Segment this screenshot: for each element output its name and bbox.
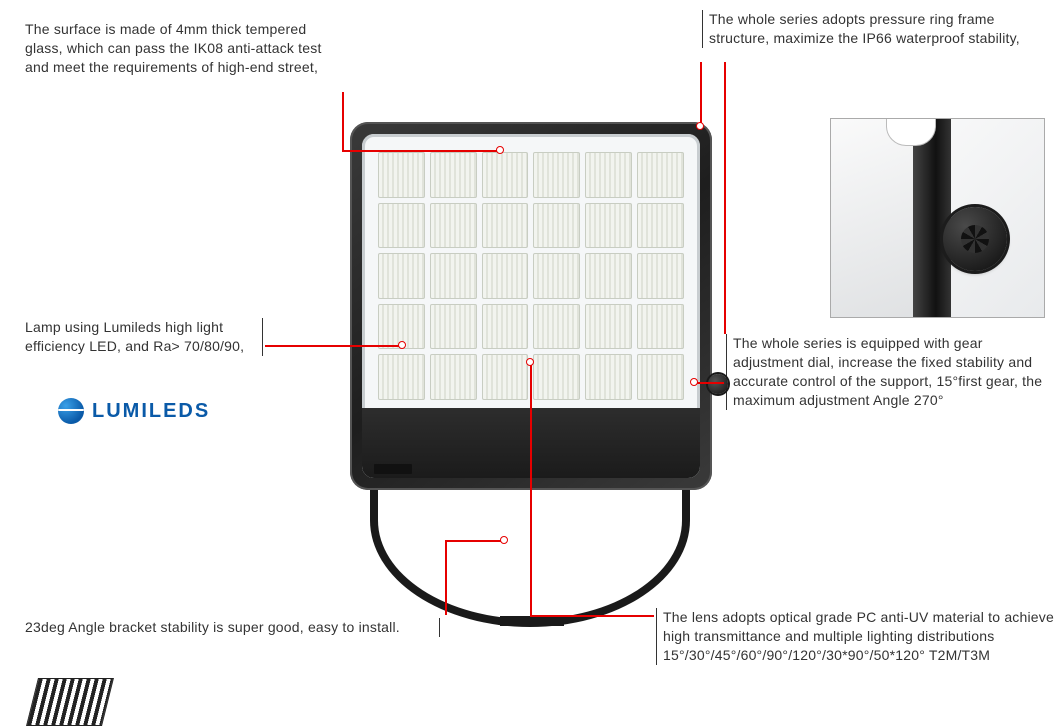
led-cell [585,253,632,299]
led-cell [585,152,632,198]
led-cell [533,304,580,350]
heatsink-sketch [26,678,114,726]
led-cell [585,304,632,350]
logo-text: LUMILEDS [92,400,210,423]
led-cell [637,152,684,198]
led-cell [430,203,477,249]
led-cell [533,253,580,299]
led-cell [430,152,477,198]
led-cell [378,253,425,299]
led-cell [482,354,529,400]
side-knob [708,374,728,394]
globe-icon [58,398,84,424]
led-cell [533,203,580,249]
led-cell [430,354,477,400]
led-cell [637,354,684,400]
led-cell [637,304,684,350]
callout-lens: The lens adopts optical grade PC anti-UV… [656,608,1056,665]
callout-frame: The whole series adopts pressure ring fr… [702,10,1040,48]
led-cell [533,354,580,400]
callout-dial: The whole series is equipped with gear a… [726,334,1046,410]
led-cell [637,253,684,299]
gear-dial-icon [943,207,1007,271]
led-cell [482,152,529,198]
callout-bracket: 23deg Angle bracket stability is super g… [25,618,440,637]
led-cell [482,203,529,249]
detail-knob-image [830,118,1045,318]
callout-surface: The surface is made of 4mm thick tempere… [25,20,339,77]
callout-lamp: Lamp using Lumileds high light efficienc… [25,318,263,356]
lumileds-logo: LUMILEDS [58,398,210,424]
led-cell [378,354,425,400]
led-cell [533,152,580,198]
led-cell [378,203,425,249]
led-cell [585,354,632,400]
led-cell [378,152,425,198]
led-cell [482,304,529,350]
led-cell [482,253,529,299]
led-cell [430,253,477,299]
led-cell [430,304,477,350]
led-cell [585,203,632,249]
led-cell [637,203,684,249]
